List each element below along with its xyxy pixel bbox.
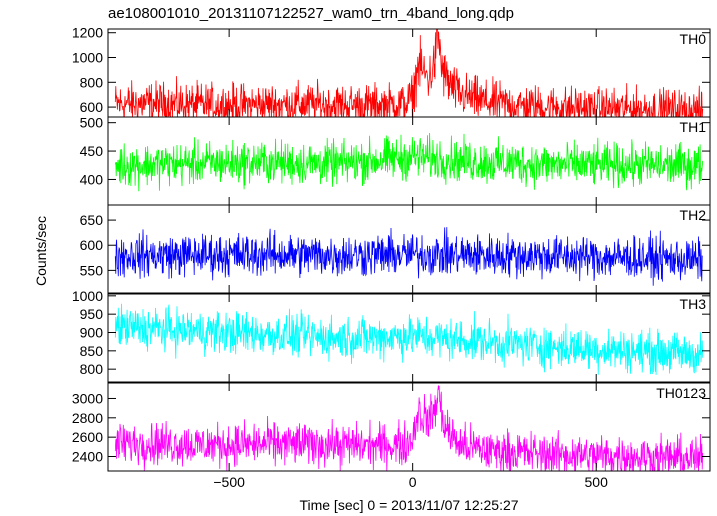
- y-tick-label: 950: [80, 306, 104, 322]
- panel-label: TH0: [680, 31, 707, 47]
- y-tick-label: 600: [80, 99, 104, 115]
- panel-label: TH2: [680, 207, 707, 223]
- y-tick-label: 1000: [72, 50, 103, 66]
- panel-th0: 600 800 1000 1200 TH0: [72, 25, 711, 118]
- series-line-th2: [114, 227, 703, 286]
- panel-label: TH0123: [656, 385, 706, 401]
- y-tick-label: 800: [80, 361, 104, 377]
- panel-label: TH3: [680, 296, 707, 312]
- series-line-th3: [114, 303, 704, 375]
- y-tick-label: 600: [80, 237, 104, 253]
- y-tick-label: 3000: [72, 390, 103, 406]
- y-axis-label: Counts/sec: [33, 216, 49, 286]
- x-tick-label: 500: [585, 474, 609, 490]
- y-tick-label: 400: [80, 171, 104, 187]
- y-tick-label: 550: [80, 262, 104, 278]
- y-tick-label: 500: [80, 115, 104, 131]
- y-tick-label: 850: [80, 343, 104, 359]
- y-tick-label: 2400: [72, 448, 103, 464]
- panel-th1: 400 450 500 TH1: [80, 115, 711, 206]
- panel-frame: [107, 382, 711, 472]
- series-line-th1: [114, 132, 704, 192]
- y-tick-label: 2600: [72, 429, 103, 445]
- x-axis-label: Time [sec] 0 = 2013/11/07 12:25:27: [299, 497, 518, 513]
- y-tick-label: 1200: [72, 25, 103, 41]
- series-line-th0: [114, 29, 704, 117]
- y-tick-label: 800: [80, 74, 104, 90]
- panels: 600 800 1000 1200 TH0 400 450 500 TH1 550 600 650 TH…: [72, 25, 711, 490]
- panel-th2: 550 600 650 TH2: [80, 204, 711, 294]
- panel-label: TH1: [680, 119, 707, 135]
- panel-frame: [107, 293, 711, 383]
- y-tick-label: 650: [80, 212, 104, 228]
- panel-th3: 800 850 900 950 1000 TH3: [72, 288, 711, 383]
- y-tick-label: 1000: [72, 288, 103, 304]
- y-tick-label: 900: [80, 325, 104, 341]
- panel-th0123: 2400 2600 2800 3000 TH0123: [72, 382, 711, 472]
- y-tick-label: 450: [80, 143, 104, 159]
- x-tick-label: 0: [409, 474, 417, 490]
- x-tick-label: −500: [213, 474, 245, 490]
- y-tick-label: 2800: [72, 410, 103, 426]
- panel-frame: [107, 204, 711, 294]
- chart-title: ae108001010_20131107122527_wam0_trn_4ban…: [108, 5, 514, 22]
- series-line-th0123: [114, 385, 704, 471]
